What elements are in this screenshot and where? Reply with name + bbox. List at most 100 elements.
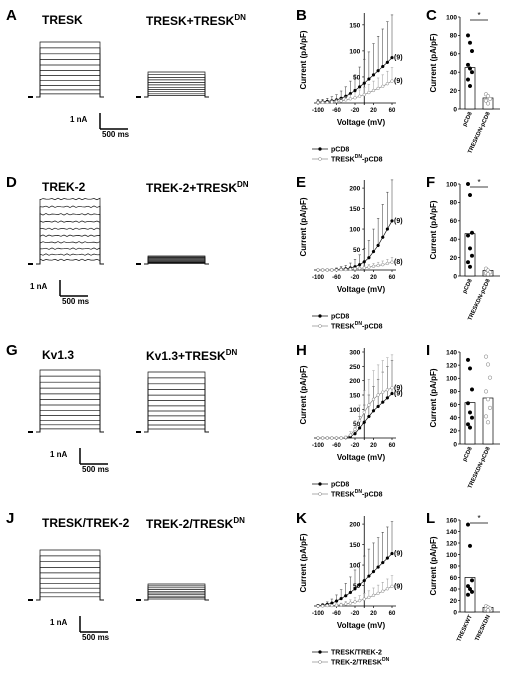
bar-category-label: pCD8: [462, 278, 474, 295]
data-point: [385, 82, 390, 86]
data-point: [367, 265, 371, 269]
data-point: [385, 60, 390, 64]
data-point: [390, 56, 394, 60]
bar-ytick-label: 20: [450, 255, 458, 262]
bar-ytick-label: 80: [450, 389, 458, 396]
data-point: [376, 86, 380, 91]
data-point: [367, 595, 371, 600]
data-point: [367, 90, 371, 95]
legend-text: pCD8: [331, 146, 350, 154]
scale-bar-time: 500 ms: [62, 297, 90, 306]
panel-label-j: J: [6, 510, 15, 527]
data-point: [376, 565, 380, 569]
iv-ytick-label: 300: [349, 350, 360, 357]
individual-cell-point: [469, 589, 475, 594]
panel-label-i: I: [426, 342, 431, 359]
chart-mark: [318, 157, 322, 161]
sweep: [36, 572, 104, 601]
data-point: [348, 267, 353, 271]
sweep: [36, 93, 104, 98]
legend-entry: TRESKDN-pCD8: [331, 154, 383, 163]
trace-title-dominant-negative: TREK-2+TRESKDN: [146, 180, 249, 195]
individual-cell-point: [467, 40, 473, 45]
data-point: [357, 94, 362, 98]
individual-cell-point: [469, 578, 475, 583]
individual-cell-point: [487, 405, 493, 410]
iv-ytick-label: 200: [349, 186, 360, 193]
sweep: [36, 415, 104, 433]
iv-ytick-label: 100: [349, 563, 360, 570]
individual-cell-point: [487, 96, 493, 101]
iv-xtick-label: -60: [332, 275, 341, 281]
data-point: [371, 397, 376, 401]
bar: [464, 233, 476, 277]
data-point: [325, 436, 329, 440]
legend-suffix: -pCD8: [361, 156, 383, 164]
legend-marker: [312, 147, 328, 151]
iv-xtick-label: -100: [312, 275, 325, 281]
data-point: [339, 596, 343, 601]
n-label: (9): [394, 551, 403, 558]
sweep: [36, 428, 104, 433]
individual-cell-point: [485, 420, 491, 425]
n-label: (9): [394, 78, 403, 85]
iv-ytick-label: 100: [349, 407, 360, 414]
data-point: [385, 396, 390, 400]
chart-mark: [318, 324, 322, 328]
current-traces-3: [28, 549, 209, 633]
data-point: [353, 587, 357, 591]
individual-cell-point: [485, 397, 491, 402]
individual-cell-point: [469, 230, 475, 235]
iv-series-dn: [316, 575, 394, 608]
scale-bar-time: 500 ms: [82, 633, 110, 642]
significance-bracket: *: [470, 178, 488, 188]
data-point: [362, 410, 366, 414]
individual-cell-point: [483, 354, 489, 359]
legend-marker: [312, 324, 328, 328]
data-point: [334, 603, 339, 607]
iv-xtick-label: 60: [389, 275, 396, 281]
legend-marker: [312, 650, 328, 654]
iv-xtick-label: 20: [370, 108, 377, 114]
bar-ytick-label: 60: [450, 402, 458, 409]
bar-ytick-label: 20: [450, 88, 458, 95]
sweep: [36, 419, 104, 433]
individual-cell-point: [485, 94, 491, 99]
individual-cell-point: [465, 233, 471, 238]
iv-ylabel: Current (pA/pF): [299, 197, 308, 256]
current-traces-1: [28, 197, 209, 297]
iv-ytick-label: 100: [349, 48, 360, 55]
iv-ytick-label: 50: [353, 421, 361, 428]
individual-cell-point: [465, 33, 471, 38]
data-point: [381, 263, 385, 267]
sweep: [36, 375, 104, 433]
iv-xtick-label: -60: [332, 611, 341, 617]
legend-text: pCD8: [331, 313, 350, 321]
individual-cell-point: [465, 77, 471, 82]
iv-xtick-label: -20: [351, 443, 360, 449]
data-point: [371, 249, 376, 254]
trace2-title-text: TREK-2+TRESK: [146, 181, 238, 195]
iv-ytick-label: 50: [353, 583, 361, 590]
n-label: (9): [394, 55, 403, 62]
data-point: [357, 85, 362, 89]
sweep: [36, 424, 104, 433]
data-point: [362, 578, 366, 583]
trace-family-control: [28, 197, 104, 265]
individual-cell-point: [467, 66, 473, 71]
sweep: [144, 371, 209, 433]
legend-sup: DN: [354, 321, 362, 327]
individual-cell-point: [487, 375, 493, 380]
data-point: [353, 427, 357, 432]
data-point: [390, 584, 394, 588]
bar-ytick-label: 20: [450, 428, 458, 435]
data-point: [381, 560, 385, 565]
data-point: [348, 433, 353, 437]
individual-cell-point: [467, 246, 473, 251]
bar-plot-l: 0 20 40 60 80 100 120 140 160 Current (pA/pF) TRES…: [429, 514, 500, 643]
sweep: [144, 405, 209, 433]
sweep: [36, 197, 104, 265]
data-point: [390, 386, 394, 390]
